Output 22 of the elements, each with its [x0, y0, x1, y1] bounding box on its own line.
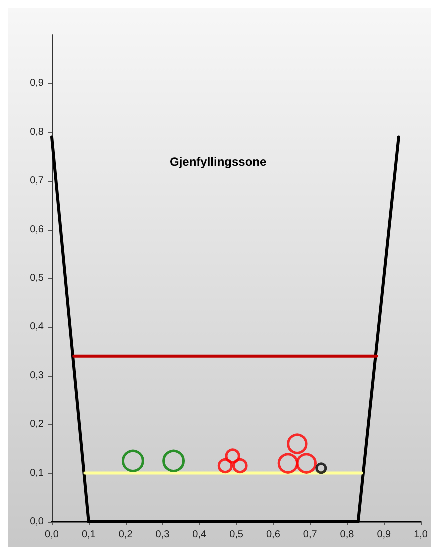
- x-tick-label: 1,0: [414, 530, 428, 540]
- y-tick-label: 0,1: [30, 468, 44, 479]
- x-tick-label: 0,5: [230, 530, 244, 540]
- annotation: Gjenfyllingssone: [170, 155, 268, 169]
- y-tick-label: 0,8: [30, 126, 44, 138]
- y-tick-label: 0,7: [30, 176, 44, 187]
- x-tick-label: 0,7: [303, 530, 318, 540]
- y-tick-label: 0,9: [30, 78, 44, 90]
- y-tick-label: 0,2: [30, 419, 44, 430]
- x-tick-label: 0,6: [266, 530, 281, 540]
- x-tick-label: 0,0: [45, 530, 60, 540]
- y-tick-label: 0,3: [30, 370, 44, 382]
- x-tick-label: 0,1: [82, 530, 96, 540]
- y-tick-label: 0,5: [30, 273, 44, 284]
- y-tick-label: 0,4: [30, 322, 44, 333]
- x-tick-label: 0,2: [118, 530, 134, 540]
- x-tick-label: 0,8: [340, 530, 355, 540]
- x-tick-label: 0,9: [377, 530, 392, 540]
- x-tick-label: 0,4: [192, 530, 208, 540]
- y-tick-label: 0,0: [30, 516, 44, 528]
- x-tick-label: 0,3: [156, 530, 170, 540]
- y-tick-label: 0,6: [30, 224, 44, 236]
